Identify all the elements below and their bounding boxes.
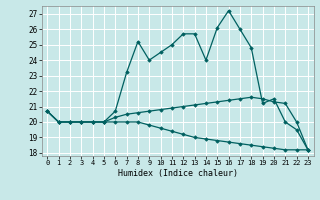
X-axis label: Humidex (Indice chaleur): Humidex (Indice chaleur) <box>118 169 237 178</box>
